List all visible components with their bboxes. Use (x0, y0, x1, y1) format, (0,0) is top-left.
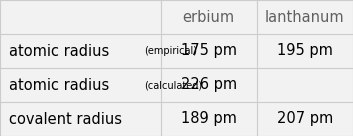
Text: atomic radius: atomic radius (9, 44, 114, 58)
Text: atomic radius: atomic radius (9, 78, 114, 92)
Text: (calculated): (calculated) (144, 80, 202, 90)
Text: 189 pm: 189 pm (181, 112, 237, 126)
Text: 226 pm: 226 pm (181, 78, 237, 92)
Text: covalent radius: covalent radius (9, 112, 122, 126)
Text: lanthanum: lanthanum (265, 10, 345, 24)
Text: 195 pm: 195 pm (277, 44, 333, 58)
Text: (empirical): (empirical) (144, 46, 197, 56)
Text: 207 pm: 207 pm (277, 112, 333, 126)
Text: erbium: erbium (183, 10, 235, 24)
Text: 175 pm: 175 pm (181, 44, 237, 58)
